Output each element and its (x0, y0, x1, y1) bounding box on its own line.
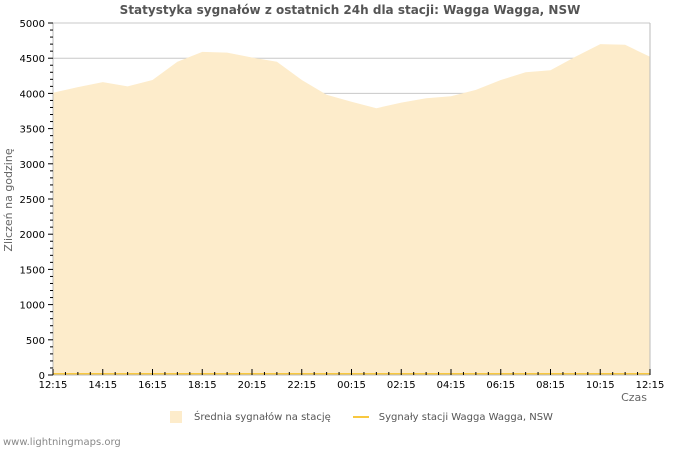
x-tick-label: 08:15 (536, 380, 565, 391)
y-tick-label: 3000 (20, 160, 45, 171)
x-tick-label: 12:15 (636, 380, 665, 391)
x-tick-label: 10:15 (586, 380, 615, 391)
legend-item-station[interactable]: Sygnały stacji Wagga Wagga, NSW (352, 411, 553, 423)
x-tick-label: 02:15 (387, 380, 416, 391)
y-tick-label: 2500 (20, 195, 45, 206)
y-tick-label: 4000 (20, 89, 45, 100)
x-tick-label: 22:15 (287, 380, 316, 391)
average-signals-area (53, 44, 650, 375)
x-axis-ticks: 12:15 14:15 16:15 18:15 20:15 22:15 00:15 02:15… (39, 369, 665, 391)
x-tick-label: 18:15 (188, 380, 217, 391)
y-axis-title: Zliczeń na godzinę (2, 148, 15, 251)
y-tick-label: 1000 (20, 301, 45, 312)
y-tick-label: 0 (39, 371, 45, 382)
x-tick-label: 16:15 (138, 380, 167, 391)
y-axis-ticks: 0 500 1000 1500 2000 2500 3000 3500 4000 4500 5000 (20, 19, 53, 382)
y-tick-label: 5000 (20, 19, 45, 30)
x-tick-label: 14:15 (88, 380, 117, 391)
legend: Średnia sygnałów na stację Sygnały stacj… (170, 411, 575, 423)
x-tick-label: 20:15 (238, 380, 267, 391)
x-tick-label: 04:15 (437, 380, 466, 391)
legend-item-average[interactable]: Średnia sygnałów na stację (170, 411, 331, 423)
y-tick-label: 2000 (20, 230, 45, 241)
y-tick-label: 1500 (20, 265, 45, 276)
x-axis-title: Czas (621, 391, 647, 404)
legend-station-label: Sygnały stacji Wagga Wagga, NSW (378, 411, 553, 423)
y-tick-label: 4500 (20, 54, 45, 65)
average-swatch-icon (170, 411, 182, 423)
legend-average-label: Średnia sygnałów na stację (194, 411, 331, 423)
y-tick-label: 3500 (20, 125, 45, 136)
source-footer: www.lightningmaps.org (3, 437, 121, 448)
x-tick-label: 00:15 (337, 380, 366, 391)
station-line-icon (352, 416, 369, 418)
x-tick-label: 06:15 (486, 380, 515, 391)
chart-title: Statystyka sygnałów z ostatnich 24h dla … (119, 3, 581, 17)
x-tick-label: 12:15 (39, 380, 68, 391)
y-tick-label: 500 (26, 336, 45, 347)
